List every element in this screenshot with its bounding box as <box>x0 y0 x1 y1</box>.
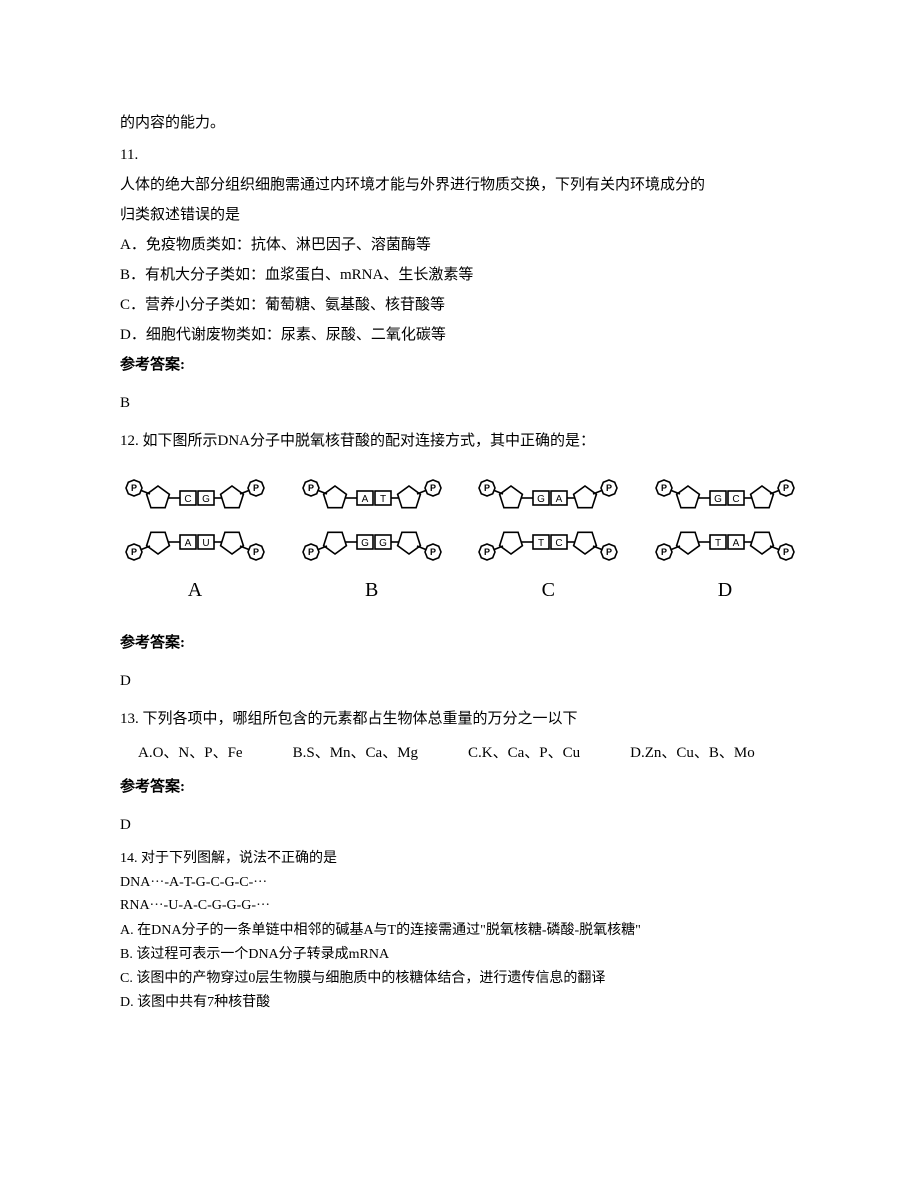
svg-text:P: P <box>783 547 789 557</box>
q13-option-a: A.O、N、P、Fe <box>138 738 243 768</box>
svg-text:G: G <box>379 538 387 549</box>
q12-diagram-c: P P P P GA T C C <box>473 474 623 610</box>
svg-text:P: P <box>484 483 490 493</box>
q12-diagram-b: P P P P A T GG B <box>297 474 447 610</box>
dna-diagram-d: P P P P GC T A <box>650 474 800 566</box>
q11-stem-line1: 人体的绝大部分组织细胞需通过内环境才能与外界进行物质交换，下列有关内环境成分的 <box>120 170 800 200</box>
svg-text:P: P <box>606 547 612 557</box>
q11-option-c: C．营养小分子类如：葡萄糖、氨基酸、核苷酸等 <box>120 290 800 320</box>
svg-text:T: T <box>380 494 386 505</box>
q14-options: A. 在DNA分子的一条单链中相邻的碱基A与T的连接需通过"脱氧核糖-磷酸-脱氧… <box>120 919 800 1014</box>
q13-answer: D <box>120 817 131 833</box>
svg-text:G: G <box>714 494 722 505</box>
svg-text:P: P <box>606 483 612 493</box>
q11-answer-label: 参考答案: <box>120 350 800 380</box>
svg-text:P: P <box>253 483 259 493</box>
q13-option-d: D.Zn、Cu、B、Mo <box>630 738 755 768</box>
svg-text:U: U <box>202 538 209 549</box>
q12-answer: D <box>120 673 131 689</box>
q11-answer: B <box>120 395 130 411</box>
q13-header: 13. 下列各项中，哪组所包含的元素都占生物体总重量的万分之一以下 <box>120 704 800 734</box>
q14-option-c: C. 该图中的产物穿过0层生物膜与细胞质中的核糖体结合，进行遗传信息的翻译 <box>120 967 800 991</box>
svg-text:C: C <box>184 494 191 505</box>
q14-option-a: A. 在DNA分子的一条单链中相邻的碱基A与T的连接需通过"脱氧核糖-磷酸-脱氧… <box>120 919 800 943</box>
q11-stem-line2: 归类叙述错误的是 <box>120 200 800 230</box>
q12-diagram-a-label: A <box>188 570 202 610</box>
svg-text:T: T <box>538 538 544 549</box>
svg-text:P: P <box>430 483 436 493</box>
fragment-prev-page: 的内容的能力。 <box>120 108 800 138</box>
q11-number: 11. <box>120 140 800 170</box>
svg-text:A: A <box>556 494 563 505</box>
q12-diagram-a: PPPPCGAU A <box>120 474 270 610</box>
svg-text:P: P <box>783 483 789 493</box>
svg-text:P: P <box>308 547 314 557</box>
q13-option-b: B.S、Mn、Ca、Mg <box>293 738 418 768</box>
q11-option-d: D．细胞代谢废物类如：尿素、尿酸、二氧化碳等 <box>120 320 800 350</box>
svg-text:G: G <box>361 538 369 549</box>
q12-answer-label: 参考答案: <box>120 628 800 658</box>
q12-diagram-d-label: D <box>718 570 732 610</box>
svg-text:C: C <box>732 494 739 505</box>
svg-text:P: P <box>661 483 667 493</box>
q12-diagram-d: P P P P GC T A D <box>650 474 800 610</box>
dna-diagram-c: P P P P GA T C <box>473 474 623 566</box>
svg-text:A: A <box>733 538 740 549</box>
q14-option-b: B. 该过程可表示一个DNA分子转录成mRNA <box>120 943 800 967</box>
q12-diagram-b-label: B <box>365 570 378 610</box>
svg-text:T: T <box>715 538 721 549</box>
q11-option-a: A．免疫物质类如：抗体、淋巴因子、溶菌酶等 <box>120 230 800 260</box>
svg-text:G: G <box>202 494 210 505</box>
svg-text:C: C <box>556 538 563 549</box>
q13-option-c: C.K、Ca、P、Cu <box>468 738 580 768</box>
q11-option-b: B．有机大分子类如：血浆蛋白、mRNA、生长激素等 <box>120 260 800 290</box>
svg-text:A: A <box>361 494 368 505</box>
q14-option-d: D. 该图中共有7种核苷酸 <box>120 991 800 1015</box>
svg-text:P: P <box>308 483 314 493</box>
svg-text:P: P <box>661 547 667 557</box>
svg-text:P: P <box>484 547 490 557</box>
q14-header: 14. 对于下列图解，说法不正确的是 <box>120 848 800 870</box>
svg-text:P: P <box>430 547 436 557</box>
q12-diagram-row: PPPPCGAU A PPPPATGG B PPPPGATC C PPPPGCT… <box>120 474 800 610</box>
q12-diagram-c-label: C <box>542 570 555 610</box>
svg-text:G: G <box>537 494 545 505</box>
svg-text:A: A <box>185 538 192 549</box>
svg-text:P: P <box>131 483 137 493</box>
q12-header: 12. 如下图所示DNA分子中脱氧核苷酸的配对连接方式，其中正确的是： <box>120 426 800 456</box>
dna-diagram-a: P P P P CG AU <box>120 474 270 566</box>
q14-dna-seq: DNA···-A-T-G-C-G-C-··· <box>120 872 800 894</box>
dna-diagram-b: P P P P A T GG <box>297 474 447 566</box>
q13-options: A.O、N、P、Fe B.S、Mn、Ca、Mg C.K、Ca、P、Cu D.Zn… <box>120 738 800 768</box>
q14-rna-seq: RNA···-U-A-C-G-G-G-··· <box>120 895 800 917</box>
svg-text:P: P <box>253 547 259 557</box>
svg-text:P: P <box>131 547 137 557</box>
q13-answer-label: 参考答案: <box>120 772 800 802</box>
